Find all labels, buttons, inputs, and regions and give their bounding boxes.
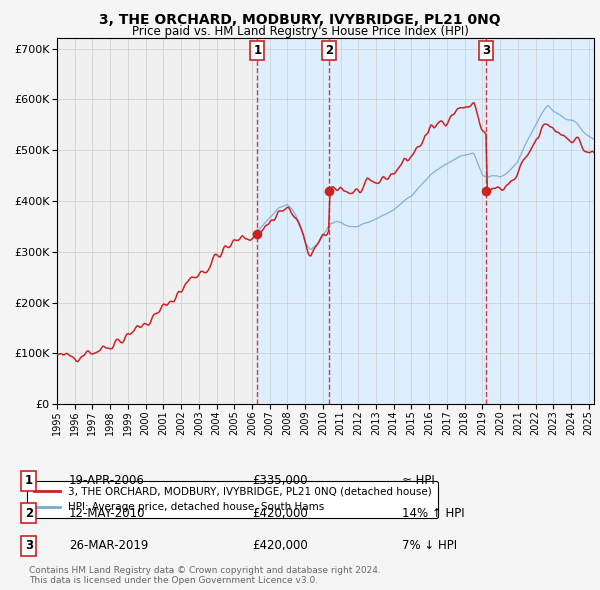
Text: 3: 3 [482,44,490,57]
Text: 14% ↑ HPI: 14% ↑ HPI [402,507,464,520]
Text: Contains HM Land Registry data © Crown copyright and database right 2024.
This d: Contains HM Land Registry data © Crown c… [29,566,380,585]
Text: 2: 2 [325,44,333,57]
Text: 1: 1 [253,44,262,57]
Text: 3: 3 [25,539,33,552]
Text: 19-APR-2006: 19-APR-2006 [69,474,145,487]
Text: 2: 2 [25,507,33,520]
Text: £335,000: £335,000 [252,474,308,487]
Text: 26-MAR-2019: 26-MAR-2019 [69,539,148,552]
Bar [257,38,596,404]
Text: £420,000: £420,000 [252,507,308,520]
Text: Price paid vs. HM Land Registry's House Price Index (HPI): Price paid vs. HM Land Registry's House … [131,25,469,38]
Text: £420,000: £420,000 [252,539,308,552]
Text: 1: 1 [25,474,33,487]
Text: ≈ HPI: ≈ HPI [402,474,435,487]
Text: 12-MAY-2010: 12-MAY-2010 [69,507,146,520]
Legend: 3, THE ORCHARD, MODBURY, IVYBRIDGE, PL21 0NQ (detached house), HPI: Average pric: 3, THE ORCHARD, MODBURY, IVYBRIDGE, PL21… [28,481,438,519]
Text: 7% ↓ HPI: 7% ↓ HPI [402,539,457,552]
Text: 3, THE ORCHARD, MODBURY, IVYBRIDGE, PL21 0NQ: 3, THE ORCHARD, MODBURY, IVYBRIDGE, PL21… [99,13,501,27]
